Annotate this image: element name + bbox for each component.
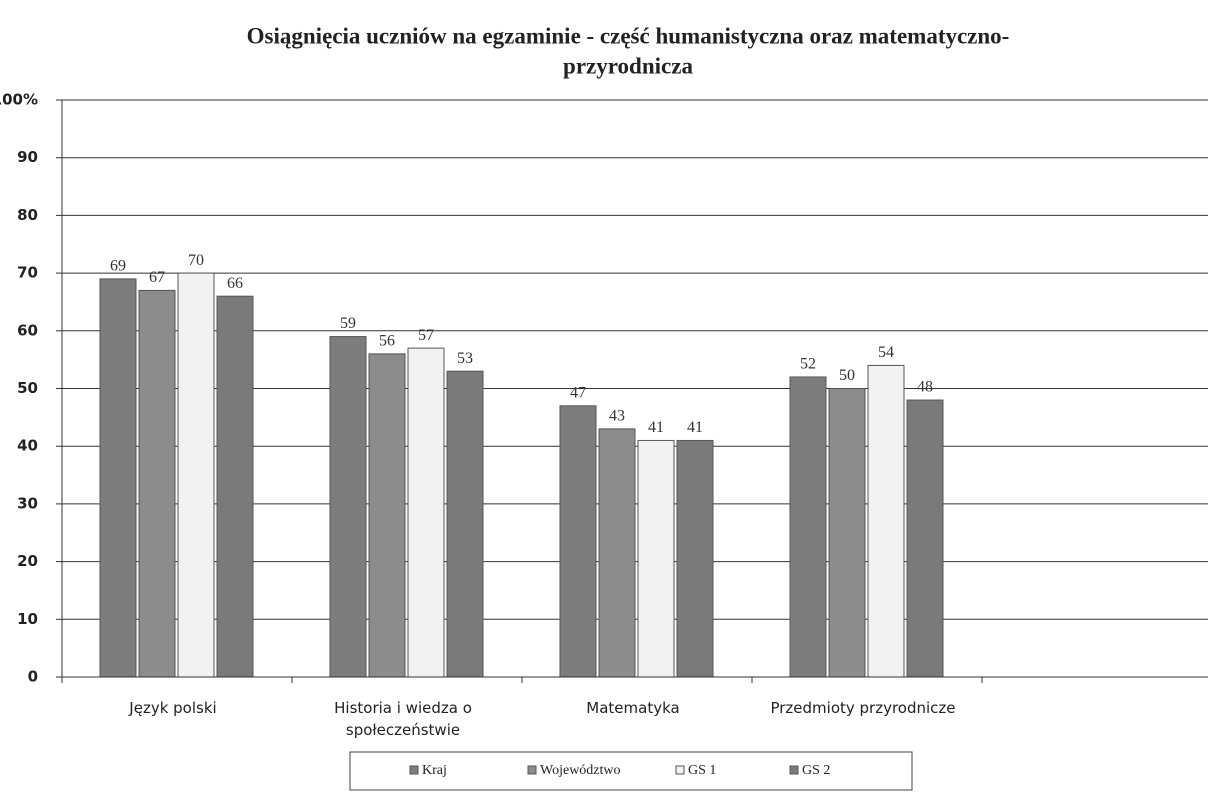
legend-label: Województwo [540,763,621,778]
bar [407,347,445,678]
bar [559,405,597,678]
bar [138,289,176,678]
y-tick-label: 100% [0,91,38,109]
legend-swatch [527,765,537,775]
y-tick-label: 90 [17,148,38,166]
value-label: 67 [149,269,165,286]
bar [329,336,367,678]
value-label: 41 [687,419,703,436]
y-tick-label: 10 [17,610,38,628]
bar [789,376,827,678]
chart-title: Osiągnięcia uczniów na egzaminie - część… [247,23,1010,48]
value-label: 47 [570,384,586,401]
bar [906,399,944,678]
chart-title: przyrodnicza [563,53,693,78]
legend-label: Kraj [422,763,447,778]
bar [637,439,675,678]
bar [216,295,254,678]
bar [867,364,905,678]
y-tick-label: 20 [17,552,38,570]
y-tick-label: 50 [17,379,38,397]
bar [676,439,714,678]
legend-label: GS 2 [802,763,830,778]
y-tick-label: 60 [17,321,38,339]
bar [446,370,484,678]
value-label: 52 [800,356,816,373]
x-tick-label: Matematyka [586,699,680,717]
value-label: 69 [110,258,126,275]
legend-swatch [675,765,685,775]
value-label: 59 [340,315,356,332]
y-tick-label: 30 [17,494,38,512]
value-label: 43 [609,408,625,425]
legend-label: GS 1 [688,763,716,778]
y-tick-label: 70 [17,264,38,282]
y-tick-label: 0 [28,668,38,686]
legend-box [349,751,913,791]
x-tick-label: Historia i wiedza o społeczeństwie [334,699,472,739]
legend-swatch [409,765,419,775]
legend-swatch [789,765,799,775]
value-label: 66 [227,275,243,292]
y-tick-label: 40 [17,437,38,455]
value-label: 54 [878,344,894,361]
bar [177,272,215,678]
bar [368,353,406,678]
value-label: 57 [418,327,434,344]
x-tick-label: Język polski [129,699,217,717]
y-tick-label: 80 [17,206,38,224]
value-label: 41 [648,419,664,436]
value-label: 56 [379,333,395,350]
value-label: 70 [188,252,204,269]
bar [99,278,137,678]
value-label: 50 [839,367,855,384]
x-tick-label: Przedmioty przyrodnicze [770,699,956,717]
bar [828,388,866,678]
value-label: 48 [917,379,933,396]
bar [598,428,636,678]
value-label: 53 [457,350,473,367]
